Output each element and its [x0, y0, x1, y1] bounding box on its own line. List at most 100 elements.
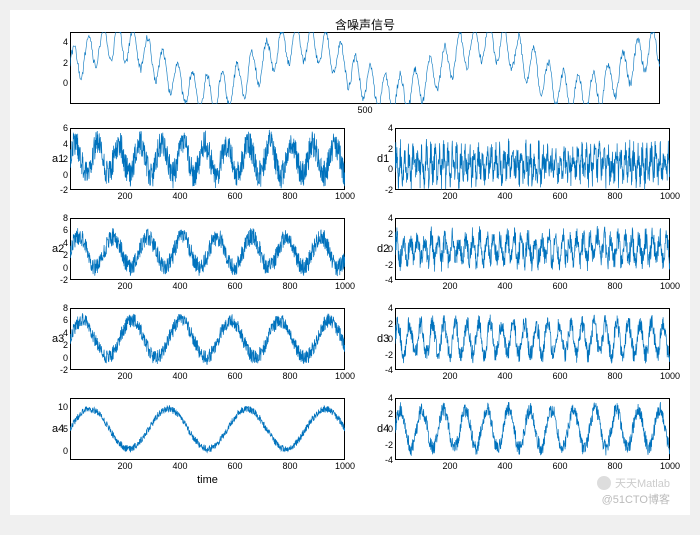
ylabel: d1	[377, 153, 389, 165]
subplot-a3: a3-2024682004006008001000	[70, 308, 345, 370]
ytick: -4	[385, 365, 393, 375]
watermark-source: @51CTO博客	[602, 491, 670, 507]
ytick: 2	[388, 319, 393, 329]
xtick: 1000	[660, 191, 680, 201]
ytick: 2	[388, 409, 393, 419]
xtick: 400	[172, 281, 187, 291]
subplot-a1: a1-202462004006008001000	[70, 128, 345, 190]
xtick: 200	[442, 281, 457, 291]
ytick: 0	[388, 424, 393, 434]
ytick: 6	[63, 315, 68, 325]
subplot-a4: a4time05102004006008001000	[70, 398, 345, 460]
ytick: 0	[388, 244, 393, 254]
xtick: 200	[442, 191, 457, 201]
xtick: 200	[117, 461, 132, 471]
xtick: 600	[552, 191, 567, 201]
ytick: -2	[60, 365, 68, 375]
xtick: 400	[497, 371, 512, 381]
ytick: -2	[385, 185, 393, 195]
ytick: 5	[63, 424, 68, 434]
ytick: -2	[385, 260, 393, 270]
xtick: 1000	[660, 281, 680, 291]
xtick: 400	[497, 191, 512, 201]
signal-plot	[70, 398, 345, 460]
ytick: 4	[63, 238, 68, 248]
signal-plot	[395, 308, 670, 370]
ytick: 4	[63, 37, 68, 47]
ytick: 4	[388, 123, 393, 133]
xtick: 600	[227, 371, 242, 381]
signal-plot	[70, 32, 660, 104]
signal-plot	[70, 128, 345, 190]
xtick: 200	[117, 281, 132, 291]
ytick: 2	[388, 229, 393, 239]
ytick: 2	[63, 250, 68, 260]
xtick: 200	[117, 191, 132, 201]
ytick: 0	[388, 164, 393, 174]
xtick: 1000	[660, 371, 680, 381]
subplot-a2: a2-2024682004006008001000	[70, 218, 345, 280]
xtick: 800	[607, 461, 622, 471]
xtick: 400	[497, 461, 512, 471]
xtick: 400	[172, 191, 187, 201]
ytick: 8	[63, 213, 68, 223]
xtick: 600	[227, 191, 242, 201]
xtick: 800	[282, 461, 297, 471]
xtick: 800	[607, 191, 622, 201]
xtick: 200	[442, 461, 457, 471]
ytick: -2	[60, 185, 68, 195]
xtick: 1000	[335, 281, 355, 291]
plot-title: 含噪声信号	[70, 16, 660, 33]
signal-plot	[395, 218, 670, 280]
matlab-figure: 含噪声信号024500a1-202462004006008001000a2-20…	[10, 10, 690, 515]
xtick: 600	[552, 371, 567, 381]
wechat-icon	[597, 476, 611, 490]
xtick: 1000	[335, 191, 355, 201]
xtick: 400	[172, 461, 187, 471]
xtick: 400	[497, 281, 512, 291]
ytick: 2	[63, 58, 68, 68]
ytick: 2	[63, 154, 68, 164]
ytick: 2	[388, 144, 393, 154]
ytick: -2	[385, 350, 393, 360]
ytick: 0	[63, 78, 68, 88]
ytick: -4	[385, 275, 393, 285]
ytick: 0	[388, 334, 393, 344]
xtick: 1000	[335, 371, 355, 381]
ytick: 4	[63, 328, 68, 338]
ytick: 0	[63, 353, 68, 363]
xtick: 200	[442, 371, 457, 381]
xtick: 800	[607, 281, 622, 291]
signal-plot	[395, 398, 670, 460]
ytick: 4	[388, 393, 393, 403]
ytick: 0	[63, 263, 68, 273]
subplot-top: 含噪声信号024500	[70, 32, 660, 104]
ytick: 0	[63, 446, 68, 456]
ytick: 6	[63, 225, 68, 235]
watermark-author: 天天Matlab	[597, 475, 670, 491]
ytick: -2	[60, 275, 68, 285]
signal-plot	[395, 128, 670, 190]
subplot-d1: d1-20242004006008001000	[395, 128, 670, 190]
xtick: 1000	[335, 461, 355, 471]
ytick: 0	[63, 170, 68, 180]
ytick: 4	[388, 303, 393, 313]
ytick: -4	[385, 455, 393, 465]
ytick: 2	[63, 340, 68, 350]
ytick: 6	[63, 123, 68, 133]
xtick: 800	[282, 281, 297, 291]
xtick: 800	[282, 371, 297, 381]
signal-plot	[70, 218, 345, 280]
ytick: 8	[63, 303, 68, 313]
signal-plot	[70, 308, 345, 370]
subplot-d4: d4-4-20242004006008001000	[395, 398, 670, 460]
watermark-text-1: 天天Matlab	[615, 475, 670, 491]
xtick: 800	[282, 191, 297, 201]
xtick: 500	[357, 105, 372, 115]
xtick: 600	[552, 461, 567, 471]
xlabel: time	[70, 474, 345, 486]
xtick: 200	[117, 371, 132, 381]
xtick: 400	[172, 371, 187, 381]
ytick: 4	[63, 139, 68, 149]
xtick: 600	[227, 461, 242, 471]
